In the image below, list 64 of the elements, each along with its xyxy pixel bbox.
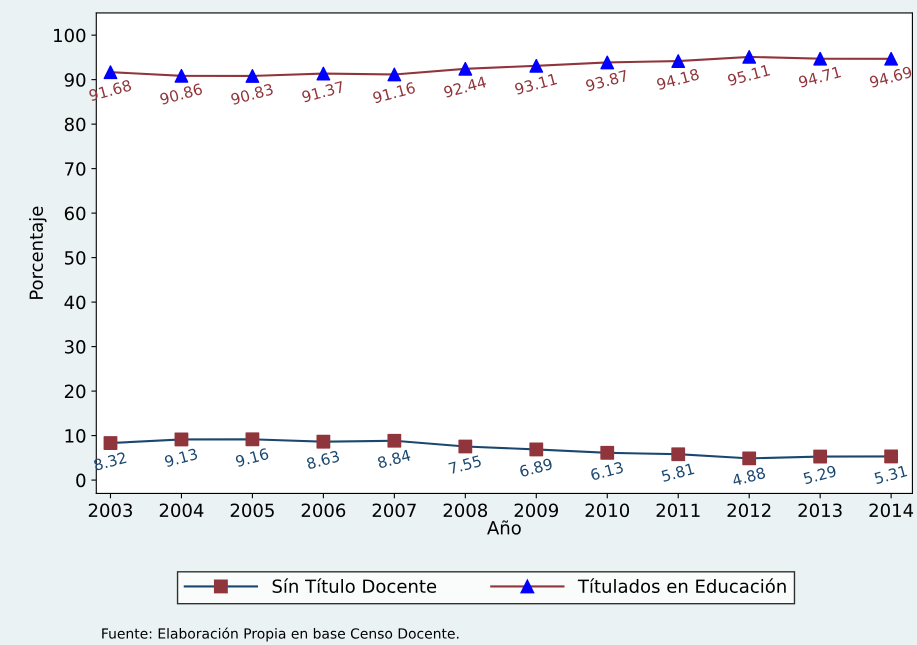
- data-label: 8.63: [306, 450, 340, 470]
- data-label: 6.89: [519, 458, 553, 478]
- x-axis-title: Año: [487, 520, 521, 535]
- data-label: 8.84: [377, 449, 412, 469]
- data-label: 5.31: [874, 464, 908, 484]
- data-label: 95.11: [727, 64, 770, 86]
- point: [316, 66, 330, 80]
- legend-label: Títulados en Educación: [578, 578, 786, 593]
- data-label: 91.37: [301, 80, 344, 103]
- x-tick-label: 2003: [88, 503, 132, 518]
- x-tick-label: 2008: [444, 503, 488, 518]
- x-tick-label: 2012: [728, 503, 770, 518]
- x-tick-label: 2013: [798, 503, 842, 518]
- y-tick-label: 100: [54, 28, 86, 42]
- y-tick-label: 40: [64, 296, 86, 310]
- point: [742, 50, 756, 64]
- y-tick-label: 30: [64, 340, 86, 354]
- data-label: 5.81: [661, 462, 694, 482]
- x-tick-label: 2011: [656, 503, 700, 518]
- data-label: 90.86: [159, 82, 203, 105]
- data-label: 7.55: [448, 455, 482, 474]
- y-tick-label: 90: [64, 73, 86, 87]
- source-note: Fuente: Elaboración Propia en base Censo Docente.: [102, 627, 458, 642]
- x-tick-label: 2007: [372, 503, 416, 518]
- data-label: 9.13: [164, 448, 198, 468]
- y-tick-label: 60: [64, 206, 86, 220]
- x-tick-label: 2004: [160, 503, 204, 518]
- data-label: 4.88: [732, 466, 766, 486]
- data-label: 93.11: [514, 73, 558, 95]
- x-tick-label: 2010: [586, 503, 630, 518]
- data-label: 91.68: [88, 79, 132, 102]
- point: [884, 52, 898, 66]
- data-label: 90.83: [230, 83, 274, 106]
- point: [104, 65, 118, 80]
- x-tick-label: 2005: [230, 503, 274, 518]
- point: [671, 54, 686, 68]
- x-tick-label: 2006: [302, 503, 346, 518]
- point: [813, 52, 828, 66]
- point: [600, 56, 614, 70]
- data-label: 91.16: [372, 82, 416, 104]
- point: [387, 68, 402, 82]
- point: [458, 62, 472, 76]
- data-label: 9.16: [235, 448, 270, 468]
- point: [529, 58, 544, 73]
- y-tick-label: 0: [76, 474, 86, 488]
- data-label: 6.13: [590, 461, 624, 481]
- point: [246, 69, 260, 83]
- y-tick-label: 70: [65, 162, 86, 176]
- data-label: 94.69: [869, 66, 912, 88]
- y-axis-title: Porcentaje: [29, 206, 47, 299]
- point: [174, 68, 188, 83]
- data-label: 94.71: [798, 66, 842, 88]
- legend-label: Sín Título Docente: [272, 578, 436, 593]
- y-tick-label: 80: [64, 118, 86, 132]
- y-tick-label: 10: [66, 429, 86, 443]
- y-tick-label: 50: [64, 251, 86, 265]
- data-label: 5.29: [803, 464, 837, 484]
- x-tick-label: 2014: [869, 503, 914, 518]
- data-label: 93.87: [585, 70, 628, 92]
- data-label: 92.44: [443, 76, 487, 98]
- x-tick-label: 2009: [514, 503, 558, 518]
- data-label: 8.32: [93, 452, 127, 471]
- data-label: 94.18: [656, 68, 700, 90]
- y-tick-label: 20: [64, 384, 86, 398]
